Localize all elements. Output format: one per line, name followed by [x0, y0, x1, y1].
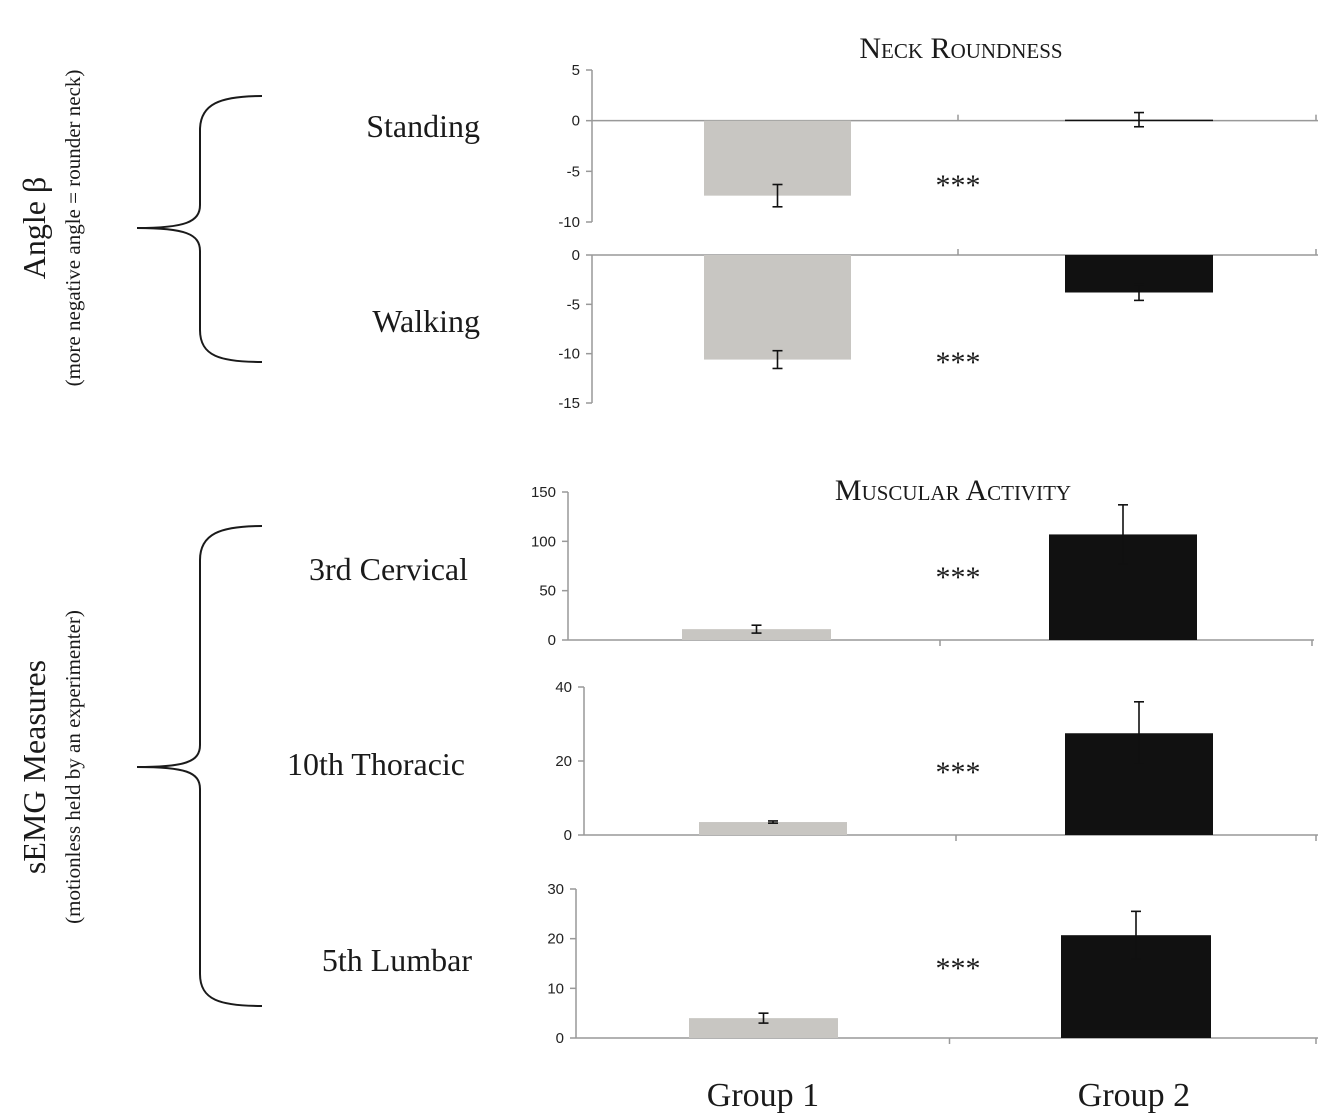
neck-section-title: Neck Roundness: [859, 32, 1062, 65]
y-tick-label: 20: [547, 931, 564, 948]
semg-group-label: sEMG Measures (motionless held by an exp…: [16, 610, 85, 924]
angle-group-label: Angle β (more negative angle = rounder n…: [16, 70, 85, 387]
row-label: 5th Lumbar: [322, 942, 473, 978]
semg-subtitle: (motionless held by an experimenter): [61, 610, 85, 924]
significance-stars: ***: [936, 756, 981, 789]
y-tick-label: 40: [555, 679, 572, 696]
y-tick-label: 0: [556, 1030, 564, 1047]
y-tick-label: -10: [558, 346, 580, 363]
bar-group1: [704, 255, 851, 360]
row-label: 3rd Cervical: [309, 551, 468, 587]
group1-label: Group 1: [707, 1077, 819, 1114]
error-bar: [1134, 700, 1144, 766]
significance-stars: ***: [936, 169, 981, 202]
y-tick-label: 5: [572, 62, 580, 79]
panel-5: 5th Lumbar 30 20 10 0 ***: [322, 881, 1318, 1047]
y-tick-label: 20: [555, 753, 572, 770]
row-label: Walking: [372, 303, 480, 339]
panel-2: Walking 0 -5 -10 -15 ***: [372, 247, 1318, 412]
y-tick-label: 50: [539, 583, 556, 600]
semg-brace: [136, 525, 263, 1007]
angle-brace: [136, 95, 263, 363]
significance-stars: ***: [936, 952, 981, 985]
y-tick-label: -5: [567, 163, 580, 180]
y-tick-label: 0: [572, 113, 580, 130]
error-bar: [758, 1012, 769, 1024]
bar-group1: [689, 1018, 838, 1038]
bar-group1: [699, 822, 847, 835]
y-tick-label: 0: [572, 247, 580, 264]
error-bar: [1118, 504, 1128, 565]
row-label: 10th Thoracic: [287, 746, 465, 782]
bar-group1: [682, 629, 831, 640]
angle-title: Angle β: [16, 177, 52, 279]
y-tick-label: -5: [567, 296, 580, 313]
y-tick-label: -15: [558, 395, 580, 412]
group2-label: Group 2: [1078, 1077, 1190, 1114]
significance-stars: ***: [936, 346, 981, 379]
panel-3: 3rd Cervical 150 100 50 0 ***: [309, 484, 1314, 649]
significance-stars: ***: [936, 561, 981, 594]
chart-panels: Standing50-5-10***Walking0-5-10-15***3rd…: [287, 62, 1318, 1047]
y-tick-label: 30: [547, 881, 564, 898]
error-bar: [772, 183, 783, 208]
panel-1: Standing 5 0 -5 -10 ***: [366, 62, 1318, 231]
y-tick-label: 10: [547, 980, 564, 997]
error-bar: [1131, 910, 1141, 960]
y-tick-label: -10: [558, 214, 580, 231]
error-bar: [1134, 111, 1144, 128]
error-bar: [1134, 283, 1144, 302]
y-tick-label: 150: [531, 484, 556, 501]
muscle-section-title: Muscular Activity: [835, 474, 1071, 507]
y-tick-label: 100: [531, 533, 556, 550]
error-bar: [751, 624, 762, 634]
bar-group1: [704, 120, 851, 196]
y-tick-label: 0: [564, 827, 572, 844]
semg-title: sEMG Measures: [16, 660, 52, 874]
y-tick-label: 0: [548, 632, 556, 649]
row-label: Standing: [366, 108, 480, 144]
angle-subtitle: (more negative angle = rounder neck): [61, 70, 85, 387]
error-bar: [772, 349, 783, 370]
panel-4: 10th Thoracic 40 20 0 ***: [287, 679, 1318, 844]
error-bar: [768, 820, 778, 824]
